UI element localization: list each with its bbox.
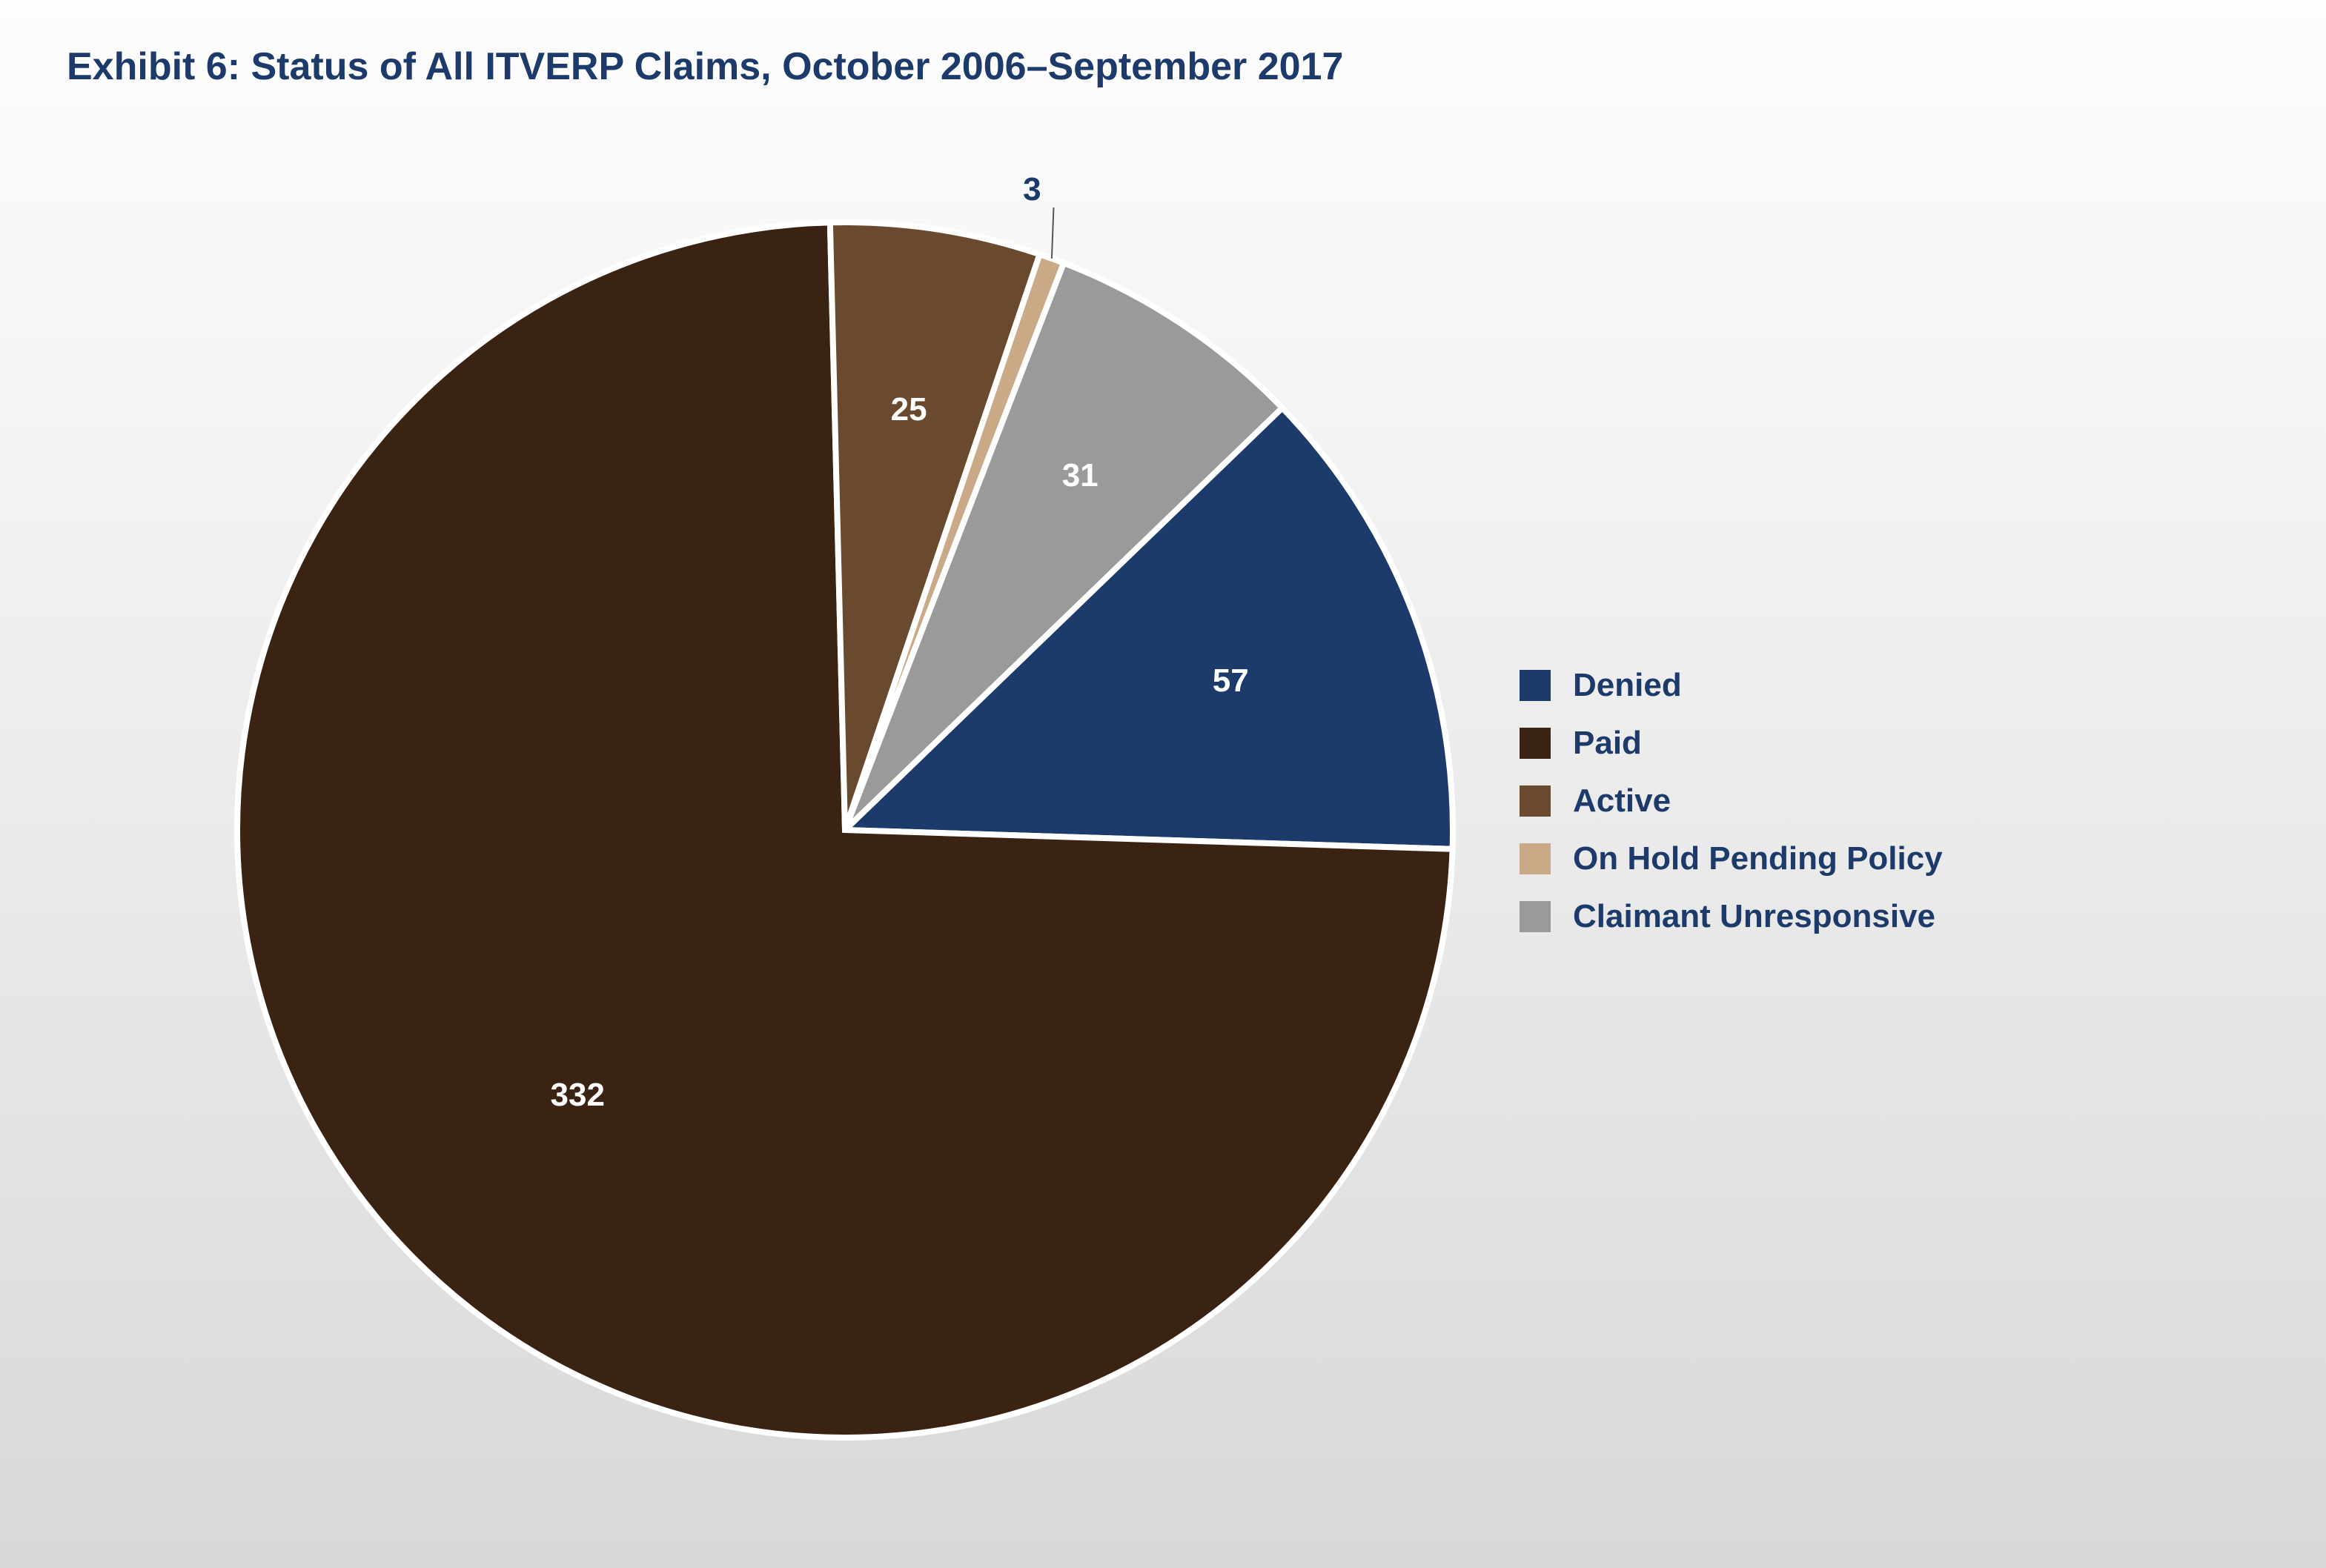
legend-label-active: Active — [1573, 783, 1671, 820]
slice-label-active: 25 — [891, 391, 927, 428]
slice-label-paid: 332 — [551, 1077, 605, 1114]
slice-label-unresponsive: 31 — [1062, 457, 1099, 494]
leader-line-onhold — [1052, 207, 1054, 259]
pie-svg — [222, 207, 1468, 1452]
legend-label-denied: Denied — [1573, 667, 1682, 704]
legend-item-unresponsive: Claimant Unresponsive — [1520, 898, 1943, 935]
slice-label-denied: 57 — [1213, 662, 1249, 700]
chart-title: Exhibit 6: Status of All ITVERP Claims, … — [67, 44, 1343, 89]
legend-swatch-onhold — [1520, 843, 1551, 874]
chart-container: Exhibit 6: Status of All ITVERP Claims, … — [0, 0, 2326, 1568]
legend-item-denied: Denied — [1520, 667, 1943, 704]
legend-item-paid: Paid — [1520, 725, 1943, 762]
legend: Denied Paid Active On Hold Pending Policy Cl… — [1520, 667, 1943, 956]
legend-label-unresponsive: Claimant Unresponsive — [1573, 898, 1935, 935]
pie-chart: 5733225331 — [222, 207, 1468, 1452]
legend-item-active: Active — [1520, 783, 1943, 820]
legend-swatch-unresponsive — [1520, 901, 1551, 932]
slice-label-onhold: 3 — [1023, 171, 1041, 208]
legend-label-paid: Paid — [1573, 725, 1642, 762]
legend-swatch-denied — [1520, 670, 1551, 701]
legend-label-onhold: On Hold Pending Policy — [1573, 840, 1943, 877]
legend-swatch-paid — [1520, 728, 1551, 759]
legend-item-onhold: On Hold Pending Policy — [1520, 840, 1943, 877]
legend-swatch-active — [1520, 785, 1551, 817]
